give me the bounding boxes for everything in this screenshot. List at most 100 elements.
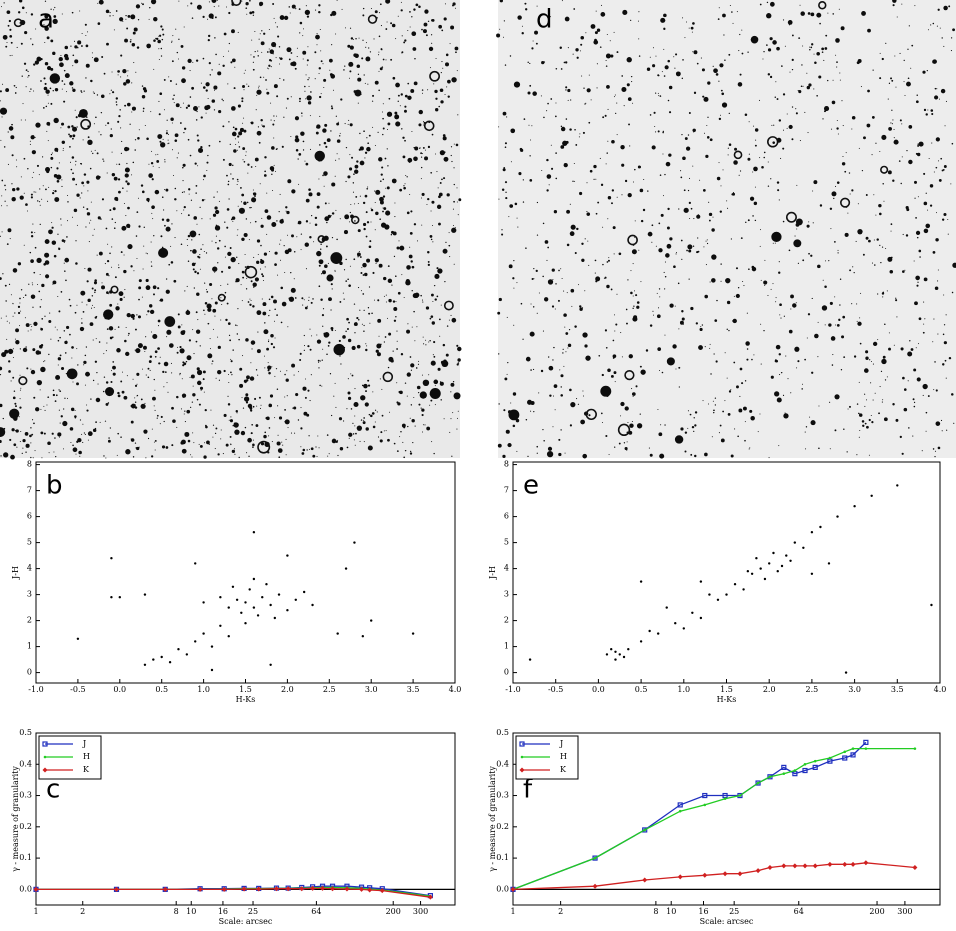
star [647, 190, 648, 191]
star [859, 148, 860, 149]
star [917, 377, 921, 381]
star [16, 187, 19, 190]
star [137, 46, 139, 48]
star [753, 126, 754, 127]
star [40, 224, 41, 225]
star [2, 434, 3, 435]
star [354, 303, 355, 304]
star [88, 136, 90, 138]
star [588, 414, 590, 416]
star [355, 196, 357, 198]
point [202, 632, 204, 634]
star [115, 329, 116, 330]
star [357, 425, 362, 430]
star [94, 123, 95, 124]
star [302, 51, 306, 55]
star [615, 113, 616, 114]
marker [843, 750, 846, 753]
y-tick-label: 0.4 [19, 759, 32, 768]
star [777, 189, 779, 191]
star [76, 184, 78, 186]
star [398, 292, 401, 295]
star [324, 142, 327, 145]
star [151, 242, 152, 243]
star [568, 344, 571, 347]
star [733, 23, 734, 24]
star [60, 423, 61, 424]
star [739, 34, 740, 35]
star [40, 409, 41, 410]
star [322, 270, 326, 274]
star [932, 341, 933, 342]
star [200, 445, 203, 448]
star [210, 218, 211, 219]
star [308, 192, 312, 196]
star [182, 192, 183, 193]
star [355, 445, 356, 446]
star [326, 353, 328, 355]
star [76, 441, 78, 443]
star [711, 228, 714, 231]
star [860, 343, 862, 345]
star [86, 181, 89, 184]
star [67, 220, 68, 221]
star [288, 248, 292, 252]
star [24, 193, 25, 194]
star [842, 156, 843, 157]
star [216, 225, 217, 226]
star [939, 99, 940, 100]
star [260, 183, 261, 184]
star [327, 138, 331, 142]
star [206, 89, 208, 91]
star [423, 121, 424, 122]
star [239, 208, 245, 214]
star [319, 96, 321, 98]
star [149, 304, 152, 307]
star [282, 146, 284, 148]
star [680, 427, 683, 430]
star [883, 201, 884, 202]
star [555, 178, 557, 180]
star [145, 336, 146, 337]
star [116, 348, 121, 353]
star [522, 339, 523, 340]
star [745, 341, 749, 345]
star [233, 126, 235, 128]
star [367, 221, 369, 223]
star [31, 13, 33, 15]
star [232, 349, 233, 350]
star [213, 425, 214, 426]
star [87, 31, 88, 32]
star [247, 438, 252, 443]
star [443, 177, 445, 179]
star [166, 330, 171, 335]
star [686, 250, 688, 252]
star [344, 298, 345, 299]
star [879, 151, 880, 152]
star [638, 38, 639, 39]
star [245, 2, 248, 5]
star [219, 240, 221, 242]
star [436, 171, 437, 172]
star [904, 408, 908, 412]
star [804, 359, 806, 361]
star [318, 11, 320, 13]
star [62, 89, 63, 90]
star [375, 258, 379, 262]
star [410, 451, 411, 452]
star [109, 253, 111, 255]
star [633, 244, 635, 246]
star [701, 57, 702, 58]
star [176, 103, 180, 107]
x-tick-label: 8 [653, 907, 658, 916]
star [936, 389, 938, 391]
star [533, 268, 534, 269]
y-tick-label: 0.5 [19, 728, 32, 737]
star [614, 96, 615, 97]
star [339, 340, 341, 342]
star [69, 81, 73, 85]
star [178, 326, 181, 329]
star [885, 379, 886, 380]
star [536, 43, 538, 45]
star [75, 262, 78, 265]
